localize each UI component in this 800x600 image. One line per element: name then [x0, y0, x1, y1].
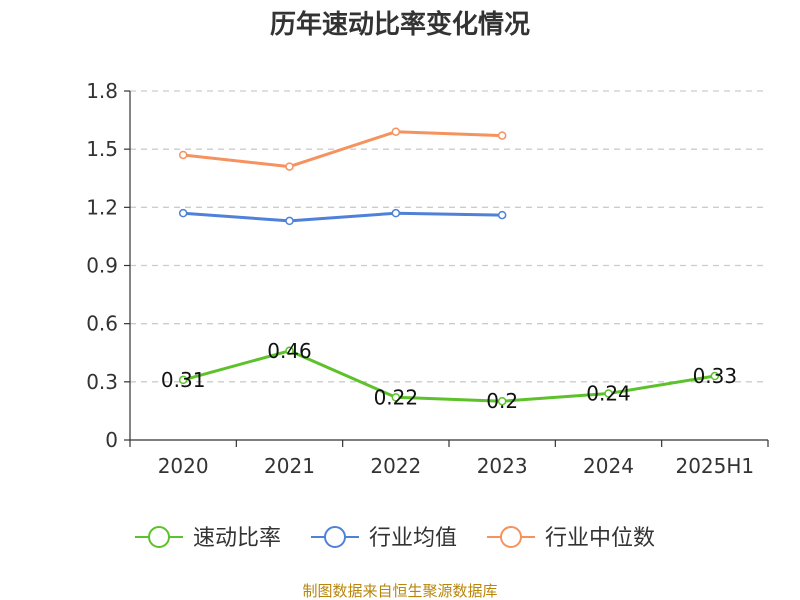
- x-tick-label-4: 2024: [583, 454, 634, 478]
- x-tick-label-1: 2021: [264, 454, 315, 478]
- data-label-1: 0.46: [267, 339, 312, 363]
- data-label-4: 0.24: [586, 381, 631, 405]
- legend-label-0: 速动比率: [193, 526, 281, 551]
- series-line-2: [183, 130, 503, 169]
- data-point-1-3: [497, 210, 507, 220]
- y-tick-label-1: 0.3: [86, 370, 118, 394]
- data-point-2-0: [178, 150, 188, 160]
- legend-label-1: 行业均值: [369, 526, 457, 551]
- y-tick-label-6: 1.8: [86, 79, 118, 103]
- data-point-1-1: [285, 216, 294, 226]
- x-tick-label-3: 2023: [477, 454, 528, 478]
- data-point-2-3: [497, 131, 507, 140]
- data-labels: 0.31 0.46 0.22 0.2 0.24 0.33: [161, 339, 737, 413]
- data-label-2: 0.22: [374, 385, 419, 409]
- data-label-5: 0.33: [693, 364, 738, 388]
- data-point-1-2: [391, 208, 401, 218]
- legend: 速动比率 行业均值 行业中位数: [135, 526, 655, 551]
- y-tick-label-5: 1.5: [86, 137, 118, 161]
- legend-marker-2: [500, 526, 522, 548]
- axes: 0 0.3 0.6 0.9 1.2 1.5 1.8 2020 2021 2022 2023 2024 2…: [86, 79, 769, 478]
- data-point-0-3: [497, 396, 507, 406]
- series-line-1: [183, 211, 503, 223]
- y-tick-label-2: 0.6: [86, 312, 118, 336]
- data-point-2-1: [285, 162, 294, 171]
- data-label-3: 0.2: [486, 389, 518, 413]
- x-tick-label-2: 2022: [370, 454, 421, 478]
- chart-title: 历年速动比率变化情况: [270, 9, 530, 40]
- y-tick-label-4: 1.2: [86, 195, 118, 219]
- y-tick-label-3: 0.9: [86, 254, 118, 278]
- legend-marker-1: [324, 526, 346, 548]
- grid: [130, 90, 768, 383]
- data-point-0-4: [604, 389, 613, 398]
- x-tick-label-5: 2025H1: [675, 454, 754, 478]
- series-group: [178, 127, 720, 406]
- x-tick-label-0: 2020: [158, 454, 209, 478]
- data-point-0-2: [391, 393, 401, 402]
- y-tick-label-0: 0: [105, 428, 118, 452]
- legend-marker-0: [148, 526, 170, 548]
- data-point-0-0: [178, 375, 188, 385]
- data-label-0: 0.31: [161, 368, 206, 392]
- source-note: 制图数据来自恒生聚源数据库: [302, 582, 497, 600]
- data-point-0-5: [710, 371, 720, 381]
- data-point-2-2: [391, 127, 401, 136]
- series-line-0: [182, 349, 716, 403]
- data-point-0-1: [285, 346, 294, 356]
- data-point-1-0: [178, 208, 188, 218]
- legend-label-2: 行业中位数: [545, 526, 655, 551]
